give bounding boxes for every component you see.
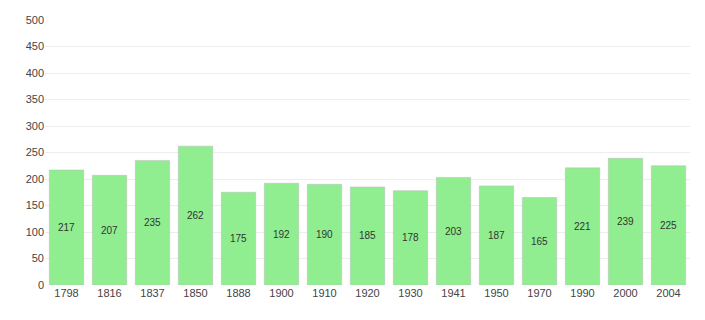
- svg-text:1941: 1941: [441, 287, 465, 299]
- svg-text:2000: 2000: [613, 287, 637, 299]
- svg-text:1970: 1970: [527, 287, 551, 299]
- svg-text:192: 192: [273, 229, 290, 240]
- svg-text:1816: 1816: [97, 287, 121, 299]
- svg-text:185: 185: [359, 230, 376, 241]
- svg-text:500: 500: [26, 14, 44, 26]
- svg-text:400: 400: [26, 67, 44, 79]
- svg-text:239: 239: [617, 216, 634, 227]
- svg-text:200: 200: [26, 173, 44, 185]
- svg-text:300: 300: [26, 120, 44, 132]
- svg-text:250: 250: [26, 146, 44, 158]
- svg-text:217: 217: [58, 222, 75, 233]
- svg-text:1950: 1950: [484, 287, 508, 299]
- svg-text:235: 235: [144, 217, 161, 228]
- svg-text:175: 175: [230, 233, 247, 244]
- svg-text:1910: 1910: [312, 287, 336, 299]
- svg-text:190: 190: [316, 229, 333, 240]
- svg-text:2004: 2004: [656, 287, 680, 299]
- svg-text:1990: 1990: [570, 287, 594, 299]
- svg-text:1888: 1888: [226, 287, 250, 299]
- svg-text:100: 100: [26, 226, 44, 238]
- svg-text:1900: 1900: [269, 287, 293, 299]
- svg-text:225: 225: [660, 220, 677, 231]
- svg-text:450: 450: [26, 40, 44, 52]
- svg-text:203: 203: [445, 226, 462, 237]
- svg-text:187: 187: [488, 230, 505, 241]
- svg-text:221: 221: [574, 221, 591, 232]
- svg-text:165: 165: [531, 236, 548, 247]
- svg-text:207: 207: [101, 225, 118, 236]
- svg-text:178: 178: [402, 232, 419, 243]
- svg-text:50: 50: [32, 252, 44, 264]
- svg-text:350: 350: [26, 93, 44, 105]
- svg-text:150: 150: [26, 199, 44, 211]
- svg-text:1930: 1930: [398, 287, 422, 299]
- svg-text:262: 262: [187, 210, 204, 221]
- svg-text:1837: 1837: [140, 287, 164, 299]
- svg-text:1920: 1920: [355, 287, 379, 299]
- svg-text:1798: 1798: [54, 287, 78, 299]
- svg-text:0: 0: [38, 279, 44, 291]
- svg-text:1850: 1850: [183, 287, 207, 299]
